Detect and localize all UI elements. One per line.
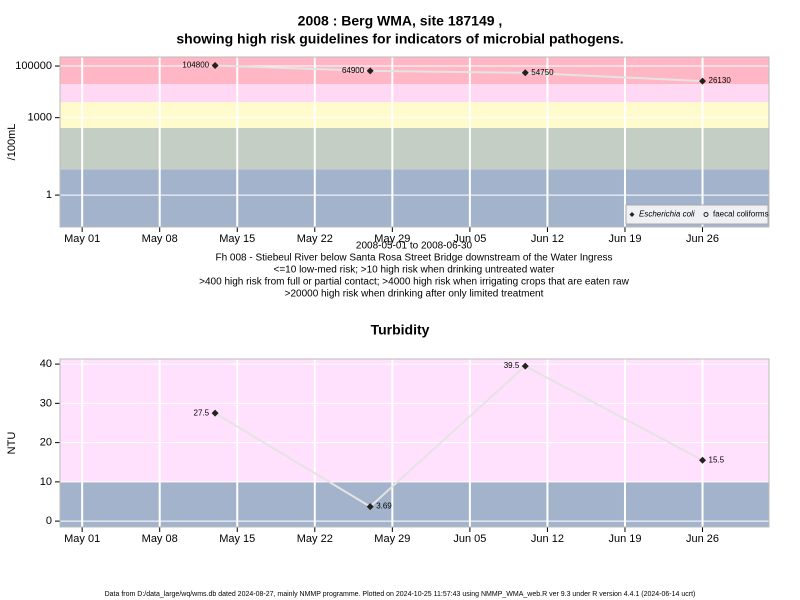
y-axis-label: NTU (6, 432, 18, 455)
data-point (699, 77, 707, 85)
data-label: 64900 (342, 66, 365, 75)
x-tick-label: Jun 19 (608, 233, 641, 245)
x-tick-label: Jun 26 (686, 233, 719, 245)
risk-band (60, 127, 769, 170)
caption-line: >20000 high risk when drinking after onl… (285, 289, 544, 300)
chart-title: Turbidity (371, 322, 430, 338)
x-tick-label: May 29 (374, 233, 410, 245)
data-label: 3.69 (376, 502, 392, 511)
legend-label: faecal coliforms (713, 210, 769, 219)
y-tick-label: 10 (40, 476, 52, 488)
y-tick-label: 1000 (28, 112, 52, 124)
caption-line: Fh 008 - Stiebeul River below Santa Rosa… (215, 253, 612, 264)
x-tick-label: Jun 19 (608, 533, 641, 545)
x-tick-label: Jun 12 (531, 533, 564, 545)
x-tick-label: May 22 (297, 233, 333, 245)
legend-symbol (629, 212, 635, 217)
plot-frame (59, 358, 770, 528)
caption-line: <=10 low-med risk; >10 high risk when dr… (274, 265, 556, 276)
x-tick-label: May 15 (219, 233, 255, 245)
y-tick-label: 1 (46, 189, 52, 201)
risk-band (60, 102, 769, 128)
x-axis-label: 2008-05-01 to 2008-06-30 (356, 241, 473, 252)
data-label: 27.5 (194, 408, 210, 417)
x-tick-label: Jun 12 (531, 233, 564, 245)
x-tick-label: May 15 (219, 533, 255, 545)
legend-symbol (703, 212, 709, 217)
risk-band (60, 481, 769, 527)
risk-band (60, 359, 769, 482)
x-tick-label: May 01 (64, 533, 100, 545)
legend-box (625, 204, 769, 225)
risk-band (60, 84, 769, 103)
data-label: 39.5 (504, 361, 520, 370)
x-tick-label: May 29 (374, 533, 410, 545)
data-label: 54750 (531, 68, 554, 77)
data-line (214, 364, 704, 508)
data-point (211, 409, 219, 417)
y-tick-label: 30 (40, 397, 52, 409)
data-label: 104800 (182, 61, 209, 70)
y-axis-label: /100mL (6, 124, 18, 161)
x-tick-label: May 22 (297, 533, 333, 545)
chart-title: 2008 : Berg WMA, site 187149 , (298, 13, 503, 29)
legend-label: Escherichia coli (639, 210, 695, 219)
y-tick-label: 20 (40, 437, 52, 449)
data-point (211, 62, 219, 70)
y-tick-label: 0 (46, 515, 52, 527)
data-point (521, 362, 529, 370)
x-tick-label: May 08 (142, 233, 178, 245)
y-tick-label: 100000 (15, 60, 52, 72)
chart-title: showing high risk guidelines for indicat… (176, 31, 623, 47)
x-tick-label: May 08 (142, 533, 178, 545)
data-point (699, 456, 707, 464)
x-tick-label: Jun 05 (453, 233, 486, 245)
y-tick-label: 40 (40, 358, 52, 370)
caption-line: >400 high risk from full or partial cont… (199, 277, 629, 288)
x-tick-label: Jun 05 (453, 533, 486, 545)
x-tick-label: Jun 26 (686, 533, 719, 545)
data-label: 26130 (709, 76, 732, 85)
data-line (215, 64, 703, 83)
data-point (366, 503, 374, 511)
data-label: 15.5 (709, 455, 725, 464)
data-point (366, 67, 374, 75)
plot-frame (59, 56, 770, 228)
data-point (521, 69, 529, 77)
x-tick-label: May 01 (64, 233, 100, 245)
footer: Data from D:/data_large/wq/wms.db dated … (105, 591, 696, 598)
